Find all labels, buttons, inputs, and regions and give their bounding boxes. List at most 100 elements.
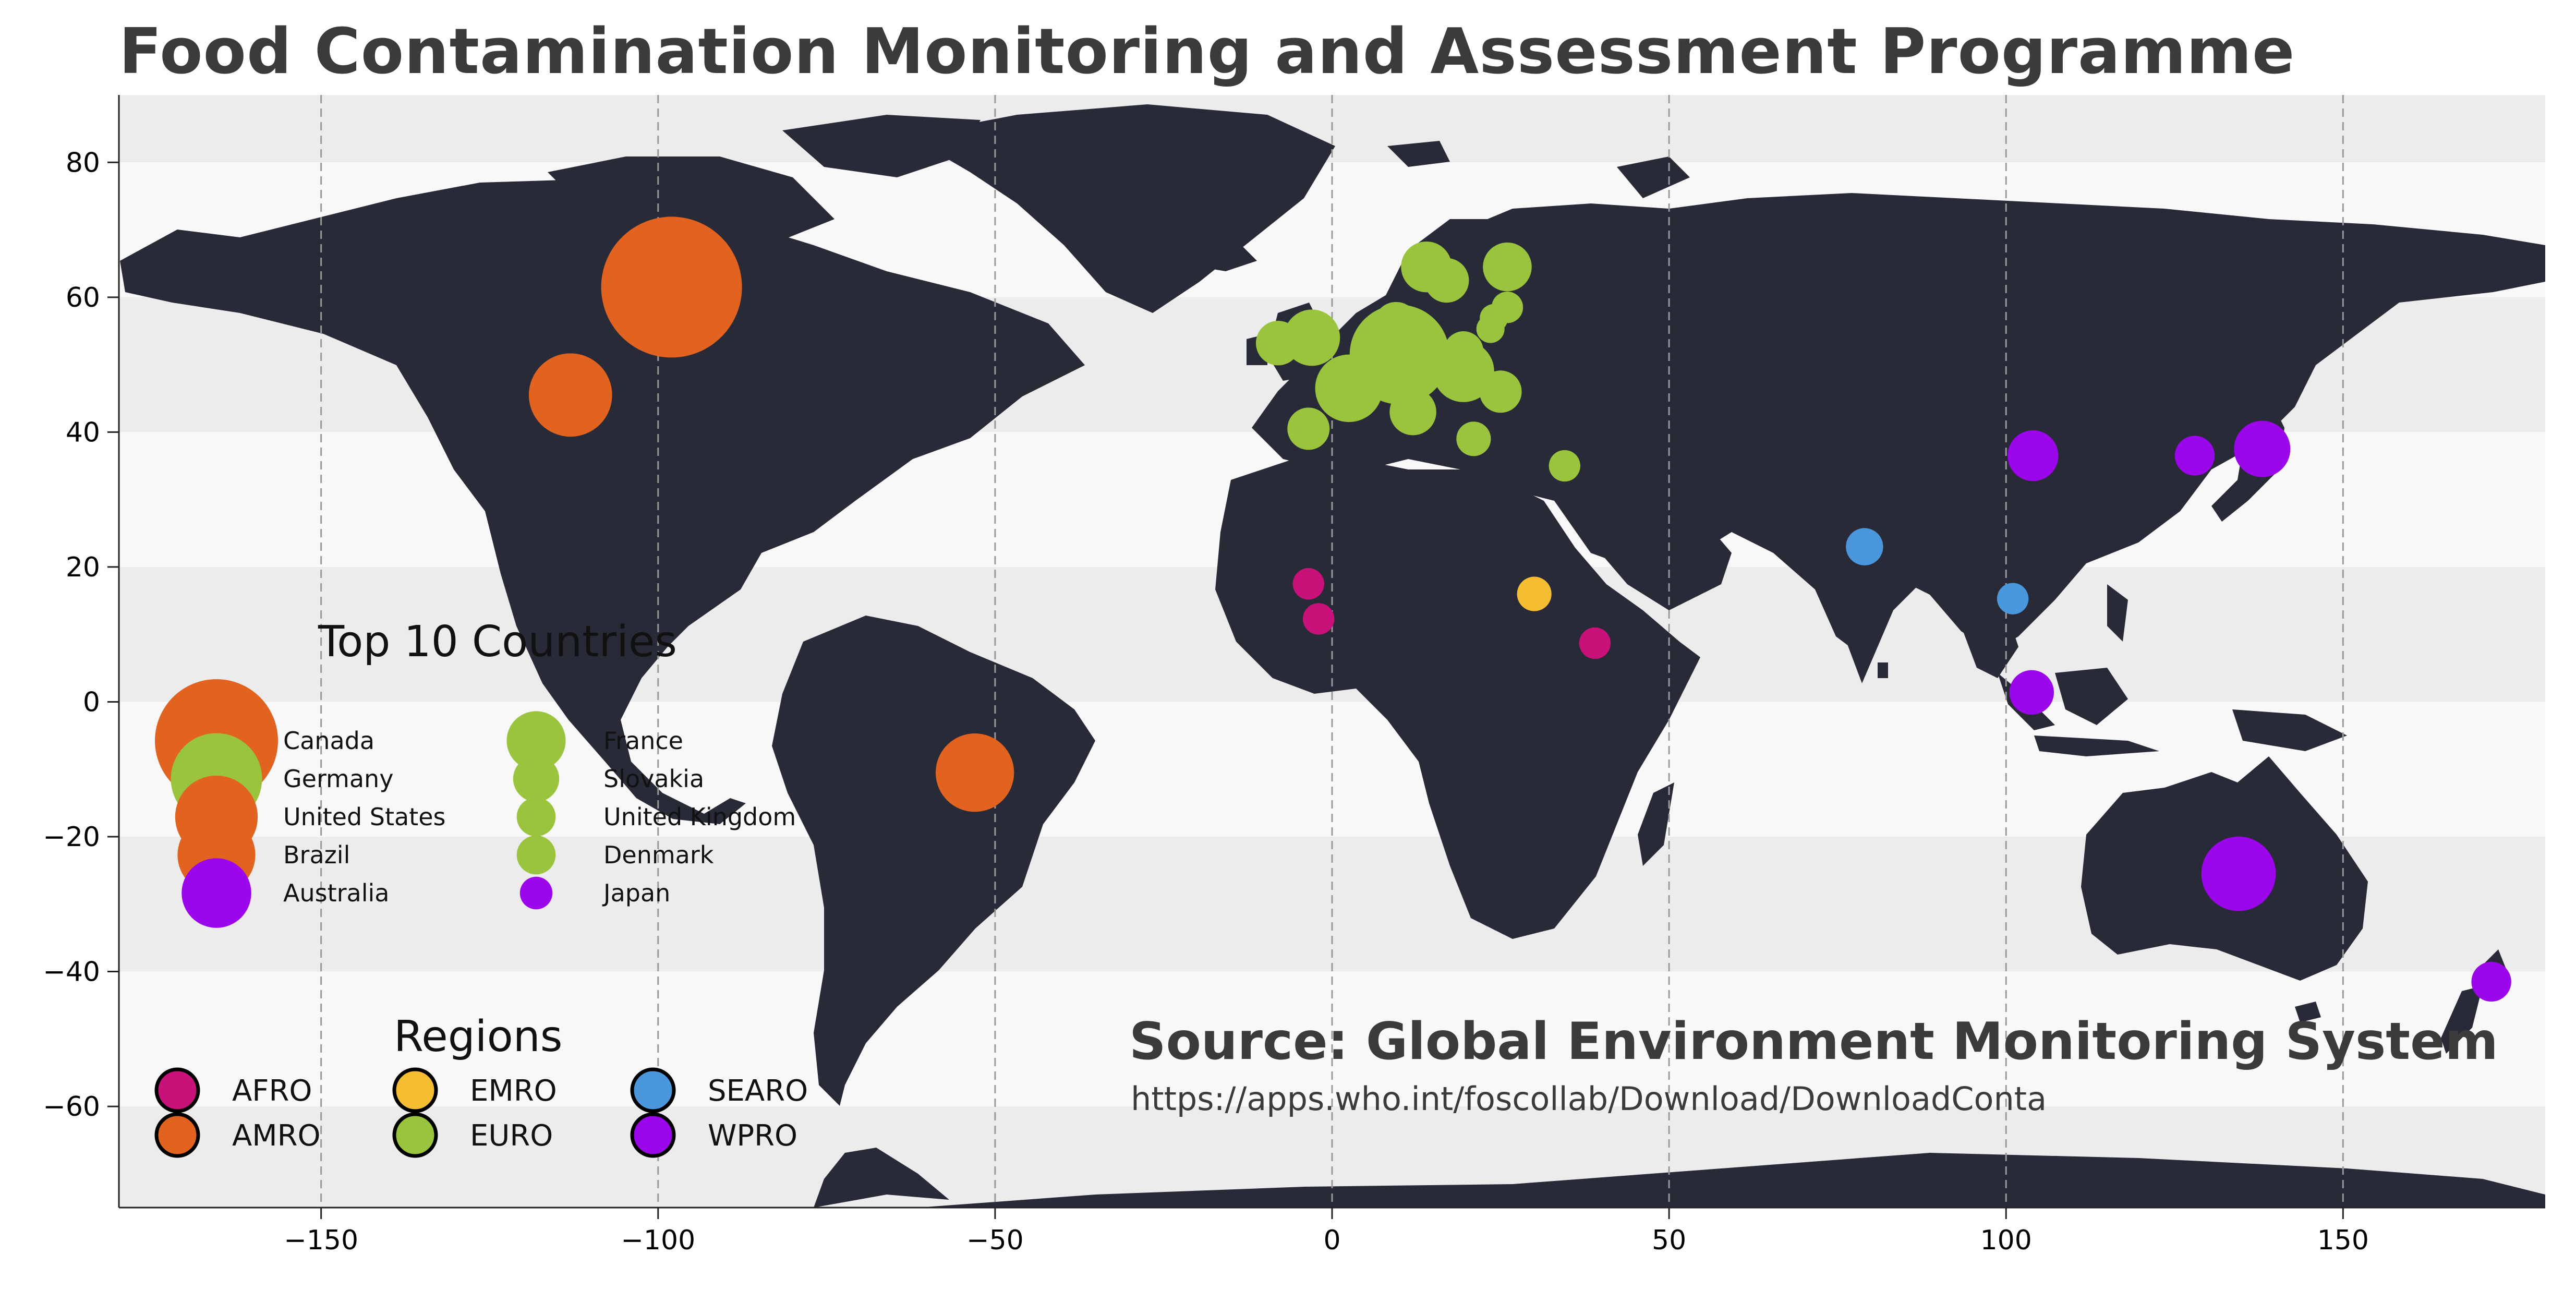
y-tick-label: 80 [66, 147, 100, 178]
region-marker-afro [154, 1067, 200, 1113]
region-label-amro: AMRO [232, 1119, 321, 1153]
y-tick-label: 60 [66, 282, 100, 314]
arctic-archipelago [548, 156, 835, 240]
data-points [528, 216, 2511, 1002]
antarctic-peninsula [814, 1148, 949, 1208]
top10-marker [513, 755, 560, 802]
data-point-euro [1424, 258, 1469, 303]
data-point-afro [1302, 603, 1335, 635]
axes: −150 −100 −50 0 50 100 150 80 60 40 20 0 −20 −40 −60 [43, 95, 2545, 1256]
top10-marker [506, 711, 566, 770]
data-point-euro [1479, 370, 1522, 413]
top10-marker [519, 876, 553, 910]
eurasia [1252, 193, 2545, 652]
java [2034, 736, 2159, 756]
africa [1215, 459, 1700, 939]
data-point-euro [1287, 407, 1330, 450]
top10-legend: Top 10 Countries Canada Germany United Sta… [155, 617, 796, 928]
data-point-searo [1846, 528, 1883, 565]
top10-label: France [603, 727, 683, 755]
region-label-euro: EURO [470, 1119, 553, 1153]
north-america [120, 180, 1085, 824]
top10-legend-title: Top 10 Countries [318, 617, 677, 667]
x-tick-label: −100 [621, 1225, 695, 1256]
top10-label: Japan [602, 879, 670, 907]
region-marker-searo [630, 1067, 676, 1113]
data-point-wpro [2174, 436, 2215, 476]
india [1815, 542, 1930, 683]
top10-marker [516, 835, 556, 875]
data-point-wpro [2471, 961, 2511, 1002]
data-point-wpro [2234, 420, 2291, 477]
novaya-zemlya [1617, 156, 1690, 198]
data-point-euro [1549, 450, 1581, 482]
region-marker-amro [154, 1112, 200, 1158]
top10-label: Brazil [283, 841, 350, 869]
x-tick-label: 150 [2317, 1225, 2369, 1256]
sri-lanka [1878, 662, 1888, 678]
data-point-euro [1374, 302, 1419, 347]
madagascar [1638, 782, 1674, 866]
x-tick-label: 0 [1323, 1225, 1340, 1256]
data-point-euro [1255, 321, 1301, 366]
svalbard [1387, 141, 1450, 167]
data-point-afro [1579, 627, 1611, 659]
top10-marker [516, 797, 556, 837]
source-label: Source: Global Environment Monitoring Sy… [1129, 1012, 2498, 1071]
new-guinea [2232, 709, 2347, 751]
y-tick-label: −60 [43, 1091, 100, 1123]
region-marker-euro [392, 1112, 438, 1158]
y-tick-label: 0 [83, 686, 100, 718]
longitude-gridlines [320, 95, 2344, 1208]
y-tick-label: 20 [66, 552, 100, 583]
y-tick-label: −40 [43, 957, 100, 988]
x-tick-label: 100 [1980, 1225, 2032, 1256]
x-tick-label: −150 [284, 1225, 358, 1256]
top10-label: United Kingdom [603, 803, 796, 831]
top10-label: Australia [283, 879, 389, 907]
regions-legend-title: Regions [394, 1012, 562, 1062]
data-point-searo [1997, 583, 2029, 614]
data-point-wpro [2009, 670, 2054, 715]
y-tick-label: −20 [43, 822, 100, 853]
region-marker-wpro [630, 1112, 676, 1158]
data-point-amro [601, 216, 742, 358]
cuba [647, 569, 730, 584]
x-tick-label: 50 [1652, 1225, 1686, 1256]
region-marker-emro [392, 1067, 438, 1113]
data-point-afro [1292, 568, 1324, 600]
south-america [772, 616, 1095, 1106]
data-point-amro [528, 353, 612, 437]
x-tick-label: −50 [966, 1225, 1024, 1256]
data-point-euro [1483, 242, 1532, 292]
data-point-euro [1443, 331, 1484, 371]
borneo [2055, 668, 2128, 725]
top10-label: Denmark [603, 841, 714, 869]
iceland [1194, 245, 1257, 271]
region-label-afro: AFRO [232, 1074, 312, 1108]
tasmania [2295, 1002, 2321, 1022]
data-point-euro [1476, 315, 1505, 343]
data-point-euro [1389, 388, 1436, 436]
top10-label: Germany [283, 765, 393, 793]
region-label-wpro: WPRO [708, 1119, 797, 1153]
region-label-emro: EMRO [470, 1074, 557, 1108]
new-zealand-south [2441, 986, 2483, 1054]
region-label-searo: SEARO [708, 1074, 808, 1108]
arabian-peninsula [1565, 496, 1732, 610]
ellesmere-island [782, 115, 981, 177]
top10-label: Slovakia [603, 765, 704, 793]
data-point-euro [1315, 354, 1383, 423]
data-point-wpro [2201, 836, 2276, 911]
antarctica [918, 1153, 2545, 1208]
data-point-emro [1517, 576, 1552, 611]
philippines [2107, 584, 2128, 642]
top10-marker [182, 858, 251, 928]
data-point-euro [1456, 421, 1491, 456]
data-point-amro [935, 733, 1014, 812]
data-point-wpro [2007, 430, 2059, 481]
page-title: Food Contamination Monitoring and Assess… [119, 16, 2295, 88]
top10-label: United States [283, 803, 446, 831]
source-url: https://apps.who.int/foscollab/Download/… [1131, 1080, 2047, 1118]
